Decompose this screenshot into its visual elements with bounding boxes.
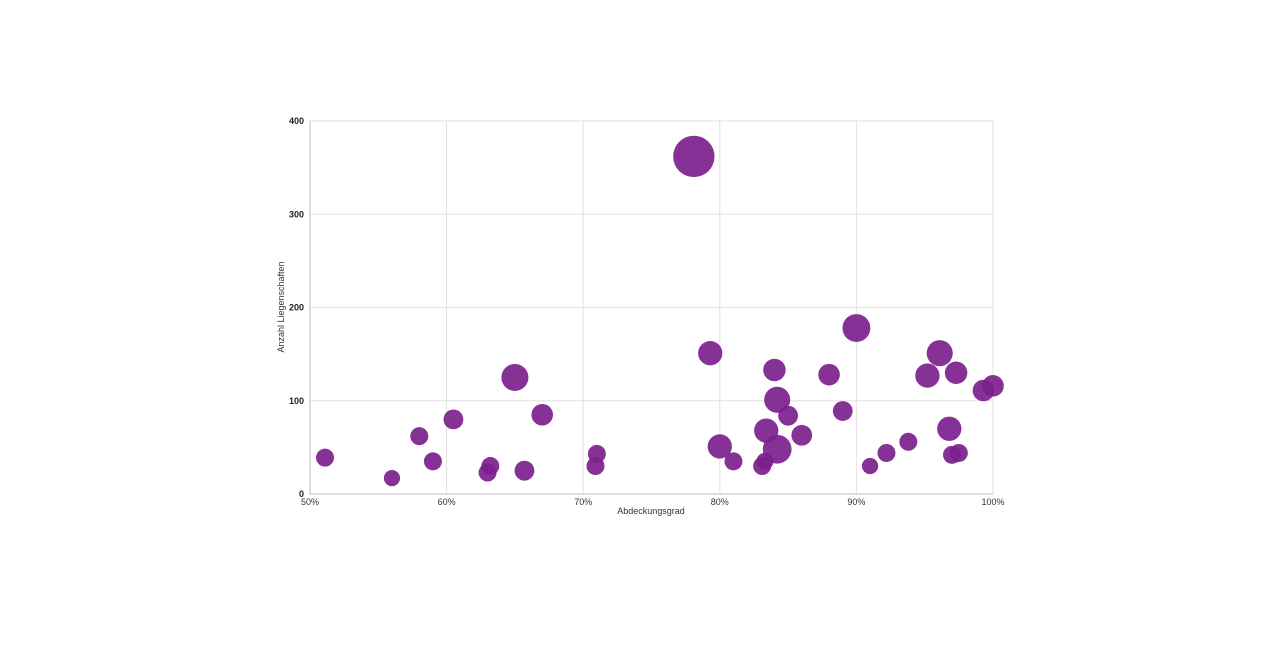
data-point [861, 457, 879, 475]
data-point [531, 403, 554, 426]
data-point [724, 452, 743, 471]
x-tick-label: 70% [574, 497, 592, 507]
data-point [410, 427, 429, 446]
x-tick-label: 50% [301, 497, 319, 507]
x-axis-title: Abdeckungsgrad [617, 506, 685, 516]
x-tick-label: 80% [711, 497, 729, 507]
data-point [443, 409, 464, 430]
data-point [423, 452, 442, 471]
data-point [832, 401, 853, 421]
data-point [937, 416, 962, 441]
data-point [501, 363, 529, 391]
data-point [926, 340, 953, 367]
data-point [514, 460, 535, 481]
data-point [763, 358, 786, 382]
data-point [778, 405, 798, 426]
data-point [481, 457, 500, 476]
y-tick-label: 200 [289, 303, 304, 313]
data-point [791, 424, 813, 446]
data-point [877, 443, 896, 462]
y-tick-label: 300 [289, 209, 304, 219]
data-point [842, 314, 871, 342]
y-tick-label: 100 [289, 396, 304, 406]
data-point [707, 434, 732, 459]
axis-layer: 0 100 200 300 400 50% 60% 70% 80% 90% 100% [289, 116, 1005, 507]
data-point [982, 375, 1004, 397]
data-point [949, 443, 968, 462]
data-point [899, 432, 918, 451]
data-point [587, 444, 606, 463]
data-point [944, 361, 968, 385]
y-tick-label: 400 [289, 116, 304, 126]
data-point [818, 363, 840, 386]
y-axis-title: Anzahl Liegenschaften [276, 261, 286, 352]
data-point [915, 363, 940, 388]
points-layer [316, 135, 1004, 487]
y-tick-label: 0 [299, 489, 304, 499]
grid-layer [310, 120, 994, 494]
x-tick-label: 100% [981, 497, 1004, 507]
data-point [764, 386, 791, 413]
x-tick-label: 90% [847, 497, 865, 507]
data-point [383, 470, 401, 487]
x-tick-label: 60% [438, 497, 456, 507]
data-point [698, 341, 723, 366]
data-point [762, 434, 792, 464]
data-point [316, 448, 335, 467]
data-point [673, 135, 715, 178]
